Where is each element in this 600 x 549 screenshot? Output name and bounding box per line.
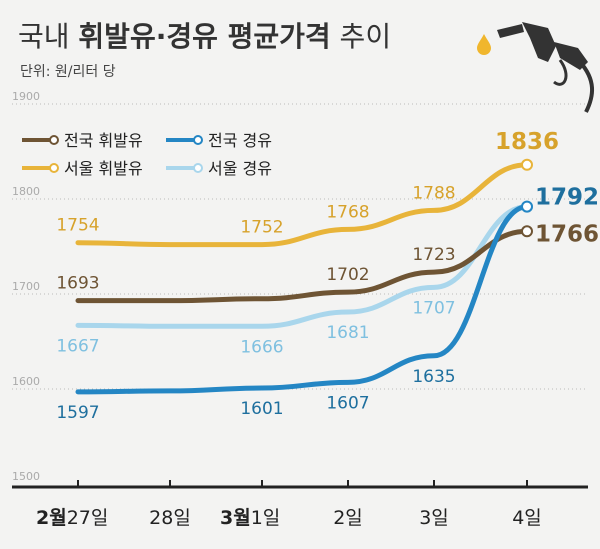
chart-title-part3: 추이 bbox=[331, 20, 391, 53]
endpoint-national-gasoline bbox=[521, 225, 533, 238]
legend-marker-3 bbox=[193, 163, 203, 173]
chart-title: 국내 휘발유·경유 평균가격 추이 bbox=[18, 20, 391, 53]
endpoint-national-diesel bbox=[521, 200, 533, 213]
data-label-seoul-diesel-4: 1707 bbox=[412, 298, 455, 318]
line-national-diesel bbox=[75, 204, 530, 395]
legend-label-0: 전국 휘발유 bbox=[64, 131, 143, 150]
data-label-seoul-diesel-3: 1681 bbox=[326, 323, 369, 343]
data-label-seoul-gasoline-5: 1836 bbox=[495, 129, 559, 155]
data-label-national-diesel-4: 1635 bbox=[412, 367, 455, 387]
data-label-national-diesel-0: 1597 bbox=[56, 403, 99, 423]
line-seoul-gasoline bbox=[75, 162, 530, 248]
x-tick-label-2: 3월1일 bbox=[220, 507, 280, 529]
y-tick-label-1500: 1500 bbox=[12, 470, 40, 483]
data-label-national-diesel-3: 1607 bbox=[326, 393, 369, 413]
fuel-drop-icon bbox=[477, 34, 491, 55]
x-tick-label-5: 4일 bbox=[512, 507, 542, 529]
series-lines-layer bbox=[75, 158, 533, 395]
data-label-national-gasoline-0: 1693 bbox=[56, 274, 99, 294]
y-tick-label-1800: 1800 bbox=[12, 185, 40, 198]
y-tick-label-1600: 1600 bbox=[12, 375, 40, 388]
data-label-national-gasoline-3: 1702 bbox=[326, 265, 369, 285]
data-label-national-diesel-2: 1601 bbox=[240, 399, 283, 419]
line-national-gasoline bbox=[75, 228, 530, 304]
line-seoul-diesel bbox=[75, 204, 530, 329]
legend-marker-0 bbox=[49, 135, 59, 145]
data-label-national-diesel-5: 1792 bbox=[535, 185, 599, 211]
data-label-seoul-diesel-0: 1667 bbox=[56, 336, 99, 356]
data-label-seoul-gasoline-2: 1752 bbox=[240, 218, 283, 238]
legend-label-2: 서울 휘발유 bbox=[64, 159, 143, 178]
fuel-pump-nozzle-icon bbox=[497, 22, 594, 113]
legend-label-1: 전국 경유 bbox=[208, 131, 272, 150]
data-labels-layer: 1754 1752 1768 1788 1836 1693 1702 1723 1766 1667… bbox=[56, 129, 599, 423]
y-tick-label-1900: 1900 bbox=[12, 90, 40, 103]
unit-label: 단위: 원/리터 당 bbox=[20, 64, 116, 80]
x-tick-day-0: 27일 bbox=[67, 507, 109, 529]
chart-title-part2: 휘발유·경유 평균가격 bbox=[78, 20, 330, 53]
legend-marker-2 bbox=[49, 163, 59, 173]
chart-title-part1: 국내 bbox=[18, 20, 78, 53]
axis-layer: 2월27일 28일 3월1일 2일 3일 4일 bbox=[12, 480, 588, 529]
x-tick-label-4: 3일 bbox=[419, 507, 449, 529]
x-tick-month-0: 2월 bbox=[36, 507, 67, 529]
legend-marker-1 bbox=[193, 135, 203, 145]
data-label-seoul-gasoline-4: 1788 bbox=[412, 183, 455, 203]
x-tick-label-1: 28일 bbox=[149, 507, 191, 529]
x-tick-month-2: 3월 bbox=[220, 507, 251, 529]
data-label-seoul-gasoline-3: 1768 bbox=[326, 202, 369, 222]
x-tick-label-0: 2월27일 bbox=[36, 507, 108, 529]
y-tick-label-1700: 1700 bbox=[12, 280, 40, 293]
x-tick-label-3: 2일 bbox=[333, 507, 363, 529]
x-tick-day-2: 1일 bbox=[251, 507, 281, 529]
data-label-seoul-gasoline-0: 1754 bbox=[56, 216, 99, 236]
data-label-seoul-diesel-2: 1666 bbox=[240, 337, 283, 357]
grid-layer: 1500 1600 1700 1800 1900 bbox=[12, 90, 588, 483]
endpoint-seoul-gasoline bbox=[521, 158, 533, 171]
data-label-national-gasoline-5: 1766 bbox=[535, 221, 599, 247]
legend-label-3: 서울 경유 bbox=[208, 159, 272, 178]
data-label-national-gasoline-4: 1723 bbox=[412, 245, 455, 265]
